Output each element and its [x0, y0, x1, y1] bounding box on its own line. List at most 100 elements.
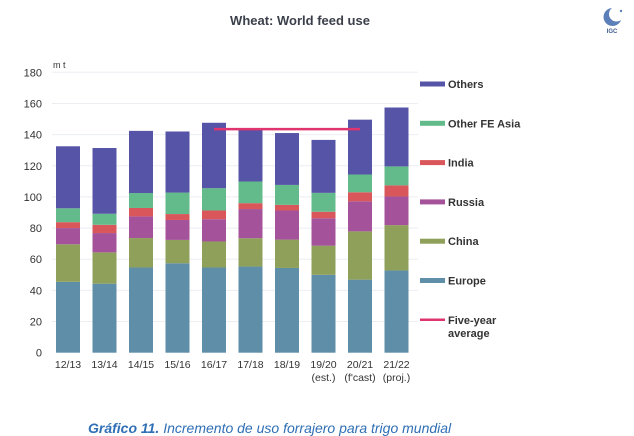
x-tick-label: 15/16 — [164, 359, 190, 371]
x-axis-ticks: 12/13 13/14 14/15 15/16 16/17 17/18 18/19 19/20… — [55, 359, 410, 384]
legend-item: India — [420, 158, 475, 170]
bar-segment-others — [238, 128, 263, 182]
y-tick-label: 20 — [30, 317, 42, 329]
bar-segment-india — [129, 207, 153, 217]
bar-segment-india — [202, 210, 226, 220]
y-tick-label: 40 — [30, 285, 42, 297]
y-tick-label: 60 — [30, 254, 42, 266]
legend-swatch — [420, 199, 445, 205]
y-tick-label: 0 — [36, 348, 42, 360]
x-tick-label: 19/20 — [310, 359, 336, 371]
x-tick-sublabel: (proj.) — [383, 372, 410, 384]
bar-segment-others — [202, 122, 226, 189]
bar-segment-europe — [202, 267, 226, 353]
legend-label: Five-year — [448, 315, 497, 327]
x-tick-label: 21/22 — [383, 359, 409, 371]
bar-segment-china — [56, 244, 80, 282]
bar-segment-india — [92, 224, 117, 234]
bar-segment-others — [348, 119, 372, 175]
bar-segment-russia — [238, 209, 263, 239]
legend-label: Other FE Asia — [448, 118, 521, 130]
bar-segment-europe — [165, 263, 190, 353]
bar-segment-russia — [384, 196, 409, 226]
globe-icon — [603, 8, 621, 26]
bar-segment-other-fe-asia — [238, 181, 263, 204]
y-tick-label: 100 — [24, 192, 42, 204]
caption-text: Incremento de uso forrajero para trigo m… — [159, 420, 452, 436]
legend-swatch — [420, 120, 445, 126]
bar-segment-others — [384, 107, 409, 167]
legend-item: Europe — [420, 276, 486, 288]
logo-label: IGC — [607, 29, 618, 35]
bar-segment-india — [56, 222, 80, 229]
bar-segment-china — [348, 231, 372, 280]
legend-item: Russia — [420, 197, 485, 209]
bar-segment-russia — [348, 201, 372, 232]
bar-segment-russia — [129, 216, 153, 239]
y-tick-label: 140 — [24, 130, 42, 142]
bar-segment-other-fe-asia — [348, 174, 372, 193]
x-tick-label: 16/17 — [201, 359, 227, 371]
bar-segment-india — [311, 211, 336, 219]
legend-label: Europe — [448, 276, 486, 288]
y-tick-label: 180 — [24, 67, 42, 79]
bar-segment-india — [348, 192, 372, 202]
legend-label: India — [448, 158, 475, 170]
bar-segment-other-fe-asia — [311, 192, 336, 212]
bar-segment-china — [129, 238, 153, 268]
bar-segment-china — [92, 252, 117, 284]
x-tick-label: 18/19 — [274, 359, 300, 371]
bar-segment-europe — [348, 279, 372, 353]
x-tick-label: 14/15 — [128, 359, 154, 371]
bar-segment-russia — [275, 210, 299, 240]
bar-segment-europe — [238, 266, 263, 353]
y-tick-label: 80 — [30, 223, 42, 235]
bar-segment-russia — [165, 219, 190, 240]
bar-segment-others — [56, 146, 80, 209]
bar-segment-china — [202, 241, 226, 268]
y-tick-label: 160 — [24, 98, 42, 110]
bar-segment-india — [238, 203, 263, 210]
legend-item: Other FE Asia — [420, 118, 521, 130]
x-tick-sublabel: (f'cast) — [344, 372, 375, 384]
bar-segment-other-fe-asia — [275, 184, 299, 205]
bar-segment-other-fe-asia — [384, 166, 409, 186]
legend-swatch — [420, 278, 445, 283]
bar-segment-europe — [384, 270, 409, 353]
bar-segment-europe — [92, 283, 117, 353]
y-axis-unit: m t — [53, 60, 66, 70]
y-tick-label: 120 — [24, 161, 42, 173]
bar-segment-china — [275, 239, 299, 268]
globe-dot-icon — [619, 9, 623, 13]
caption-label: Gráfico 11. — [88, 420, 160, 436]
bar-segment-russia — [92, 233, 117, 253]
bar-segment-china — [384, 225, 409, 271]
bars — [56, 107, 409, 353]
bar-segment-other-fe-asia — [202, 188, 226, 211]
bar-segment-europe — [56, 281, 80, 353]
bar-segment-india — [165, 214, 190, 220]
legend-swatch — [420, 238, 445, 244]
legend-label: Russia — [448, 197, 485, 209]
bar-segment-china — [165, 239, 190, 264]
bar-segment-india — [384, 185, 409, 197]
bar-segment-others — [311, 139, 336, 193]
x-tick-label: 20/21 — [347, 359, 373, 371]
bar-segment-europe — [311, 274, 336, 353]
x-tick-label: 13/14 — [91, 359, 117, 371]
legend-item: China — [420, 236, 479, 248]
bar-segment-other-fe-asia — [129, 193, 153, 208]
y-axis-ticks: 0 20 40 60 80 100 120 140 160 180 — [24, 67, 42, 359]
bar-segment-other-fe-asia — [92, 213, 117, 225]
igc-logo: IGC — [603, 8, 623, 35]
bar-segment-others — [165, 131, 190, 193]
bar-segment-russia — [311, 218, 336, 246]
bar-segment-others — [92, 148, 117, 214]
bar-segment-others — [275, 133, 299, 185]
bar-segment-india — [275, 204, 299, 211]
legend: Others Other FE Asia India Russia China Europ… — [420, 79, 521, 340]
x-tick-label: 12/13 — [55, 359, 81, 371]
bar-segment-china — [311, 245, 336, 275]
legend-item: Others — [420, 79, 483, 91]
